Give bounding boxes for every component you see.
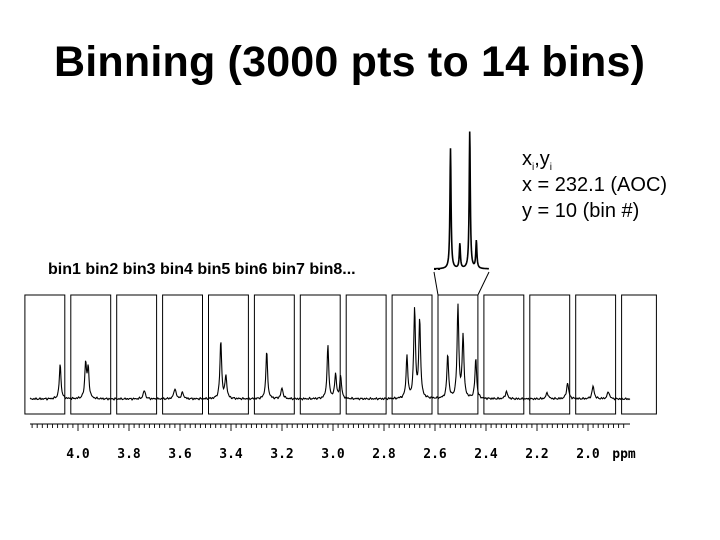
y-value-label: y = 10 (bin #): [522, 200, 640, 222]
bin-box-7: [299, 294, 341, 415]
bin-box-8: [345, 294, 387, 415]
x-tick-label: 3.4: [219, 447, 243, 462]
bin-box-2: [70, 294, 112, 415]
bin-box-14: [621, 294, 657, 415]
x-tick-label: 3.2: [270, 447, 293, 462]
x-axis: 4.0 3.8 3.6 3.4 3.2 3.0 2.8 2.6 2.4 2.2 2.0 ppm: [30, 423, 636, 462]
sep: ,: [534, 148, 540, 170]
bin-box-6: [253, 294, 295, 415]
x-tick-label: 2.0: [576, 447, 600, 462]
x-tick-label: 2.2: [525, 447, 548, 462]
x-tick-label: 2.8: [372, 447, 396, 462]
y-var: y: [539, 148, 550, 170]
bin-box-11: [483, 294, 525, 415]
bin-annotation: xi,yi x = 232.1 (AOC) y = 10 (bin #): [522, 146, 667, 224]
x-tick-label: 2.6: [423, 447, 447, 462]
bins-caption: bin1 bin2 bin3 bin4 bin5 bin6 bin7 bin8.…: [48, 261, 356, 278]
slide-title: Binning (3000 pts to 14 bins): [54, 38, 646, 86]
x-sub: i: [532, 162, 535, 173]
zoom-connector-left: [433, 271, 439, 296]
spectrum-line: [29, 303, 631, 401]
bin-box-12: [529, 294, 571, 415]
bins-layer: [24, 294, 657, 415]
x-tick-label: 3.0: [321, 447, 345, 462]
bin-box-1: [24, 294, 66, 415]
bin-box-13: [575, 294, 617, 415]
zoom-inset: [433, 131, 490, 296]
x-value-label: x = 232.1 (AOC): [522, 174, 668, 196]
x-tick-label: 3.8: [117, 447, 141, 462]
bin-box-9: [391, 294, 433, 415]
bin-box-3: [116, 294, 158, 415]
xi-yi-label: xi,yi: [522, 146, 667, 173]
x-tick-label: 3.6: [168, 447, 192, 462]
x-var: x: [522, 148, 532, 170]
bin-box-5: [208, 294, 249, 415]
inset-spectrum: [434, 131, 489, 270]
bin-box-10: [437, 294, 479, 415]
x-tick-label: 4.0: [66, 447, 90, 462]
y-sub: i: [549, 162, 553, 173]
x-axis-label: ppm: [612, 447, 636, 462]
zoom-connector-right: [477, 271, 490, 296]
x-tick-label: 2.4: [474, 447, 498, 462]
bin-box-4: [162, 294, 204, 415]
